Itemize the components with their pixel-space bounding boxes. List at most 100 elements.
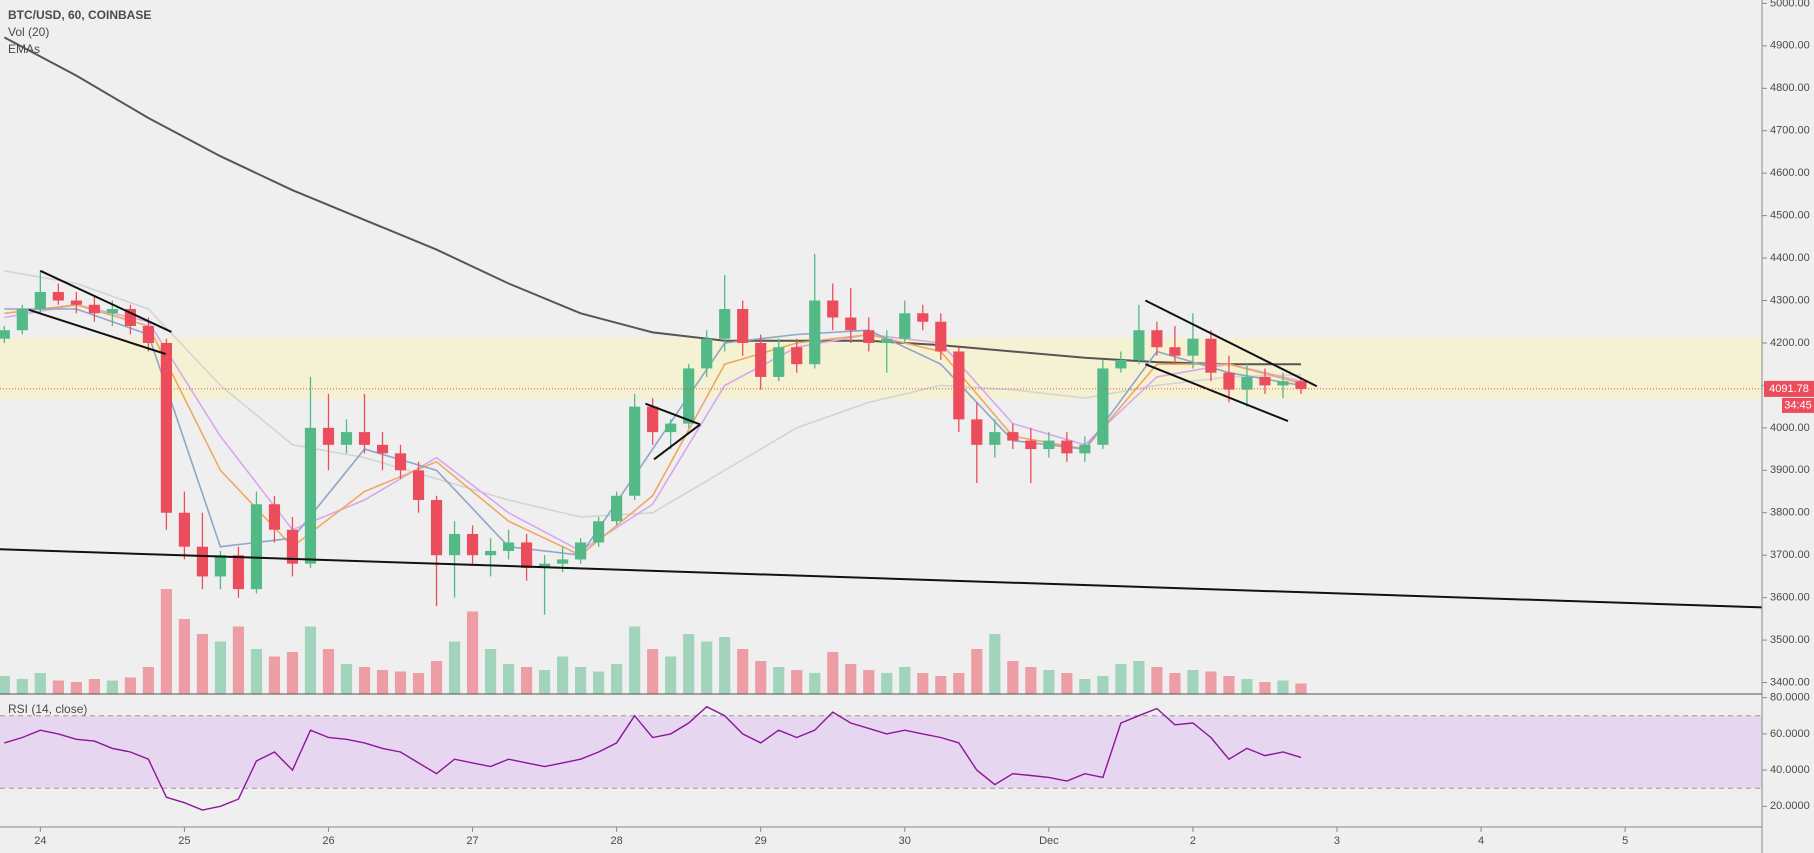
candle-body	[160, 342, 172, 513]
volume-bar	[1295, 683, 1307, 694]
candle-body	[701, 338, 713, 369]
trend-line	[28, 308, 166, 355]
candle-body	[448, 533, 461, 556]
candle-body	[593, 521, 605, 543]
candle-body	[268, 504, 281, 530]
x-tick-label: 28	[611, 835, 623, 847]
volume-bar	[1151, 667, 1163, 694]
y-tick-label: 3900.00	[1770, 464, 1810, 476]
candle-body	[394, 453, 407, 471]
candle-body	[34, 292, 46, 310]
volume-bar	[989, 634, 1001, 694]
volume-bar	[737, 649, 749, 694]
volume-bar	[1061, 673, 1073, 694]
candle-body	[412, 470, 425, 501]
y-tick-label: 4800.00	[1770, 82, 1810, 94]
volume-bar	[1133, 661, 1145, 694]
candle-body	[52, 292, 64, 301]
trend-line	[645, 402, 701, 426]
volume-bar	[1259, 682, 1271, 694]
y-tick-label: 3600.00	[1770, 592, 1810, 604]
volume-bar	[16, 679, 28, 694]
x-tick-label: 2	[1190, 835, 1196, 847]
volume-bar	[1241, 679, 1253, 694]
candle-body	[1079, 444, 1091, 454]
volume-bar	[340, 664, 353, 694]
volume-bar	[827, 652, 839, 694]
y-tick-label: 3500.00	[1770, 634, 1810, 646]
candle-body	[502, 542, 515, 551]
volume-bar	[412, 673, 425, 694]
volume-bar	[557, 656, 569, 694]
candle-body	[466, 533, 479, 556]
x-tick-label: 4	[1478, 835, 1484, 847]
volume-bar	[1007, 661, 1019, 694]
candle-body	[1025, 440, 1037, 450]
candle-body	[1295, 381, 1307, 389]
y-tick-label: 20.0000	[1770, 800, 1810, 812]
candle-body	[1043, 440, 1055, 450]
candle-body	[70, 300, 82, 305]
volume-bar	[232, 626, 245, 694]
volume-bar	[124, 677, 136, 694]
x-tick-label: 29	[755, 835, 767, 847]
candle-body	[791, 347, 803, 365]
volume-bar	[773, 667, 785, 694]
volume-bar	[791, 670, 803, 694]
x-tick-label: Dec	[1039, 835, 1059, 847]
volume-bar	[665, 656, 677, 694]
candle-body	[250, 504, 263, 590]
volume-bar	[701, 641, 713, 694]
volume-bar	[1223, 676, 1235, 694]
volume-bar	[1187, 670, 1199, 694]
candle-body	[989, 432, 1001, 445]
volume-bar	[376, 670, 389, 694]
y-tick-label: 4700.00	[1770, 125, 1810, 137]
volume-bar	[935, 676, 947, 694]
candle-body	[16, 309, 28, 331]
price-zone	[0, 337, 1762, 399]
volume-bar	[1115, 664, 1127, 694]
candle-body	[358, 432, 371, 445]
volume-bar	[142, 667, 154, 694]
candle-body	[1259, 376, 1271, 386]
candle-body	[773, 347, 785, 377]
candle-body	[935, 321, 947, 352]
y-tick-label: 4000.00	[1770, 422, 1810, 434]
candle-body	[611, 495, 623, 522]
last-price-tag	[1764, 380, 1814, 397]
x-tick-label: 26	[322, 835, 334, 847]
y-tick-label: 4200.00	[1770, 337, 1810, 349]
trend-line	[1144, 299, 1318, 388]
volume-bar	[593, 671, 605, 694]
volume-bar	[1043, 670, 1055, 694]
y-tick-label: 4900.00	[1770, 40, 1810, 52]
volume-bar	[899, 667, 911, 694]
y-tick-label: 3400.00	[1770, 676, 1810, 688]
volume-bar	[809, 673, 821, 694]
candle-body	[1133, 330, 1145, 360]
candle-body	[647, 406, 659, 433]
volume-bar	[214, 641, 227, 694]
x-tick-label: 24	[34, 835, 46, 847]
trend-line	[0, 548, 1763, 609]
y-tick-label: 4400.00	[1770, 252, 1810, 264]
candle-body	[1115, 359, 1127, 369]
candle-body	[971, 419, 983, 445]
rsi-line	[4, 705, 1302, 811]
volume-bar	[917, 673, 929, 694]
volume-bar	[286, 652, 299, 694]
volume-bar	[683, 634, 695, 694]
candle-body	[953, 351, 965, 420]
candle-body	[106, 309, 118, 314]
volume-bar	[160, 589, 172, 694]
volume-bar	[1169, 673, 1181, 694]
candle-body	[683, 368, 695, 424]
trend-line	[39, 269, 172, 333]
candle-body	[899, 313, 911, 339]
y-tick-label: 80.0000	[1770, 692, 1810, 704]
candle-body	[1277, 381, 1289, 386]
countdown-label: 34:45	[1784, 399, 1812, 411]
volume-bar	[1079, 679, 1091, 694]
